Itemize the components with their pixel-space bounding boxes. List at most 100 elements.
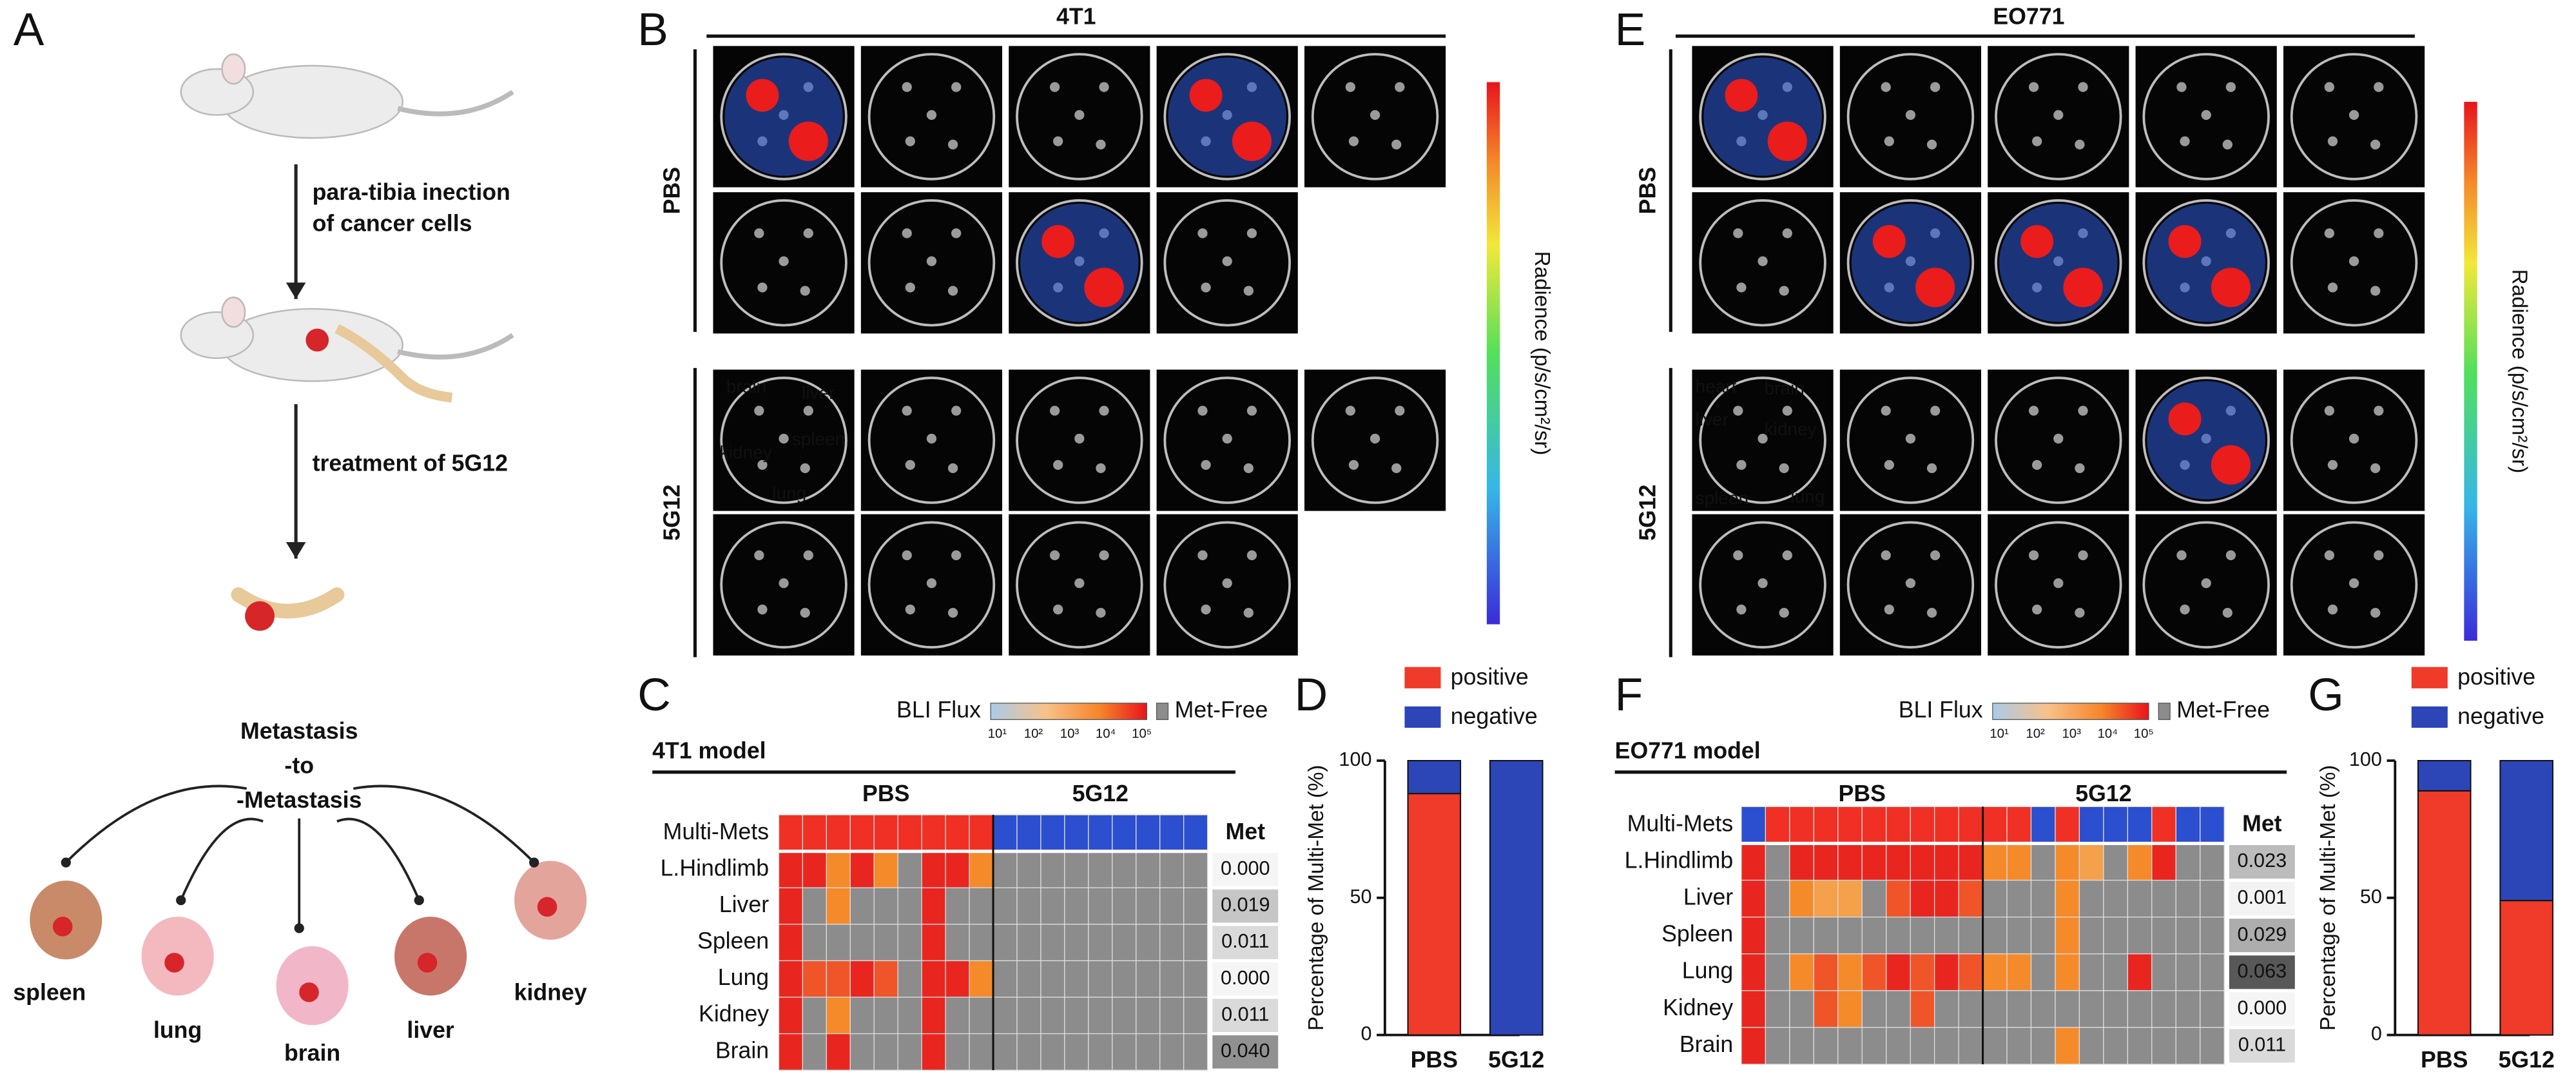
signal: [1041, 225, 1075, 258]
row-label: Spleen: [697, 928, 769, 954]
organ-spot: [1881, 405, 1891, 416]
dish: [2142, 521, 2270, 649]
group-label: 5G12: [659, 485, 685, 541]
organ-spot: [902, 550, 912, 561]
heat-cell: [897, 960, 922, 998]
heat-cell: [921, 814, 946, 852]
organ-label: spleen: [792, 429, 846, 449]
organ-spot: [926, 433, 937, 444]
organ-spot: [1395, 82, 1405, 92]
organ-spot: [1222, 256, 1232, 266]
dish: [1846, 199, 1975, 327]
organ-spot: [1733, 405, 1743, 416]
heat-cell: [826, 851, 851, 888]
organ-spot: [1736, 282, 1747, 293]
organ-spot: [2075, 607, 2085, 618]
heat-cell: [2078, 842, 2104, 881]
heat-cell: [969, 924, 994, 962]
panel-letter: D: [1295, 669, 1328, 721]
bar-segment: [1407, 793, 1462, 1036]
legend-swatch: [1404, 667, 1441, 688]
heat-cell: [2175, 990, 2201, 1028]
heat-cell: [2006, 806, 2032, 844]
heat-cell: [1765, 917, 1790, 955]
group-label: PBS: [862, 781, 909, 806]
heat-cell: [826, 924, 851, 962]
organ-spot: [2324, 550, 2334, 561]
heat-cell: [1910, 990, 1935, 1028]
organ-spot: [1733, 228, 1743, 239]
heat-cell: [897, 851, 922, 888]
label: spleen: [13, 979, 86, 1005]
dish: [1846, 521, 1975, 649]
met-header: Met: [2242, 810, 2282, 836]
heat-cell: [1982, 842, 2008, 881]
label: brain: [284, 1040, 340, 1066]
organ-spot: [905, 136, 915, 146]
organ-spot: [1201, 282, 1211, 293]
heat-cell: [2103, 917, 2128, 955]
heat-cell: [1016, 851, 1041, 888]
organ-spot: [1905, 433, 1916, 444]
curved-arrow: [179, 817, 264, 901]
row-label: Lung: [1682, 958, 1733, 984]
organ-spot: [2374, 405, 2384, 416]
label: lung: [153, 1017, 202, 1043]
organ-spot: [951, 405, 962, 416]
organ-spot: [2180, 136, 2190, 146]
heat-cell: [849, 924, 875, 962]
organ-spot: [1053, 604, 1063, 615]
heat-cell: [1813, 917, 1839, 955]
heat-cell: [826, 887, 851, 925]
heat-cell: [993, 814, 1018, 852]
heat-cell: [1765, 879, 1790, 918]
signal: [2168, 225, 2202, 258]
heat-cell: [2030, 1027, 2056, 1065]
organ-spot: [1736, 604, 1747, 615]
organ-spot: [1926, 139, 1937, 150]
organ-spot: [902, 405, 912, 416]
heat-cell: [1813, 953, 1839, 991]
organ-spot: [757, 460, 768, 470]
heat-cell: [849, 851, 875, 888]
dish: [1163, 521, 1291, 649]
heat-cell: [1040, 1033, 1065, 1071]
organ-spot: [2370, 139, 2381, 150]
dish: [1311, 53, 1439, 180]
panel-letter: C: [637, 669, 671, 721]
signal: [2211, 445, 2251, 485]
heat-cell: [1765, 806, 1790, 844]
organ-spot: [779, 256, 789, 266]
bar-segment: [2417, 759, 2472, 792]
heat-cell: [969, 814, 994, 852]
organ-spot: [947, 286, 958, 296]
legend-tick: 10²: [1024, 727, 1043, 741]
organ-spot: [1053, 136, 1063, 146]
heat-cell: [778, 924, 804, 962]
dish: [867, 521, 996, 649]
heat-cell: [1982, 1027, 2008, 1065]
heat-cell: [1741, 990, 1767, 1028]
dish: [720, 376, 847, 504]
curved-arrow: [64, 784, 247, 864]
y-axis-label: Percentage of Multi-Met (%): [2316, 765, 2340, 1031]
organ-spot: [2075, 139, 2085, 150]
organ-spot: [1222, 433, 1232, 444]
organ-spot: [1099, 550, 1109, 561]
row-label: Lung: [718, 964, 769, 990]
heat-cell: [969, 851, 994, 888]
organ-spot: [1348, 460, 1359, 470]
heat-cell: [1789, 917, 1814, 955]
met-value: 0.040: [1221, 1040, 1270, 1062]
dish: [1995, 53, 2122, 180]
met-cell: [2229, 845, 2295, 879]
organ-spot: [1758, 256, 1768, 266]
tumor: [164, 953, 184, 973]
heat-cell: [1982, 917, 2008, 955]
colorbar: [2464, 102, 2477, 641]
heat-cell: [1741, 1027, 1767, 1065]
organ-spot: [757, 604, 768, 615]
heat-cell: [1741, 842, 1767, 881]
organ-spot: [1197, 228, 1208, 239]
heat-cell: [1088, 997, 1113, 1035]
